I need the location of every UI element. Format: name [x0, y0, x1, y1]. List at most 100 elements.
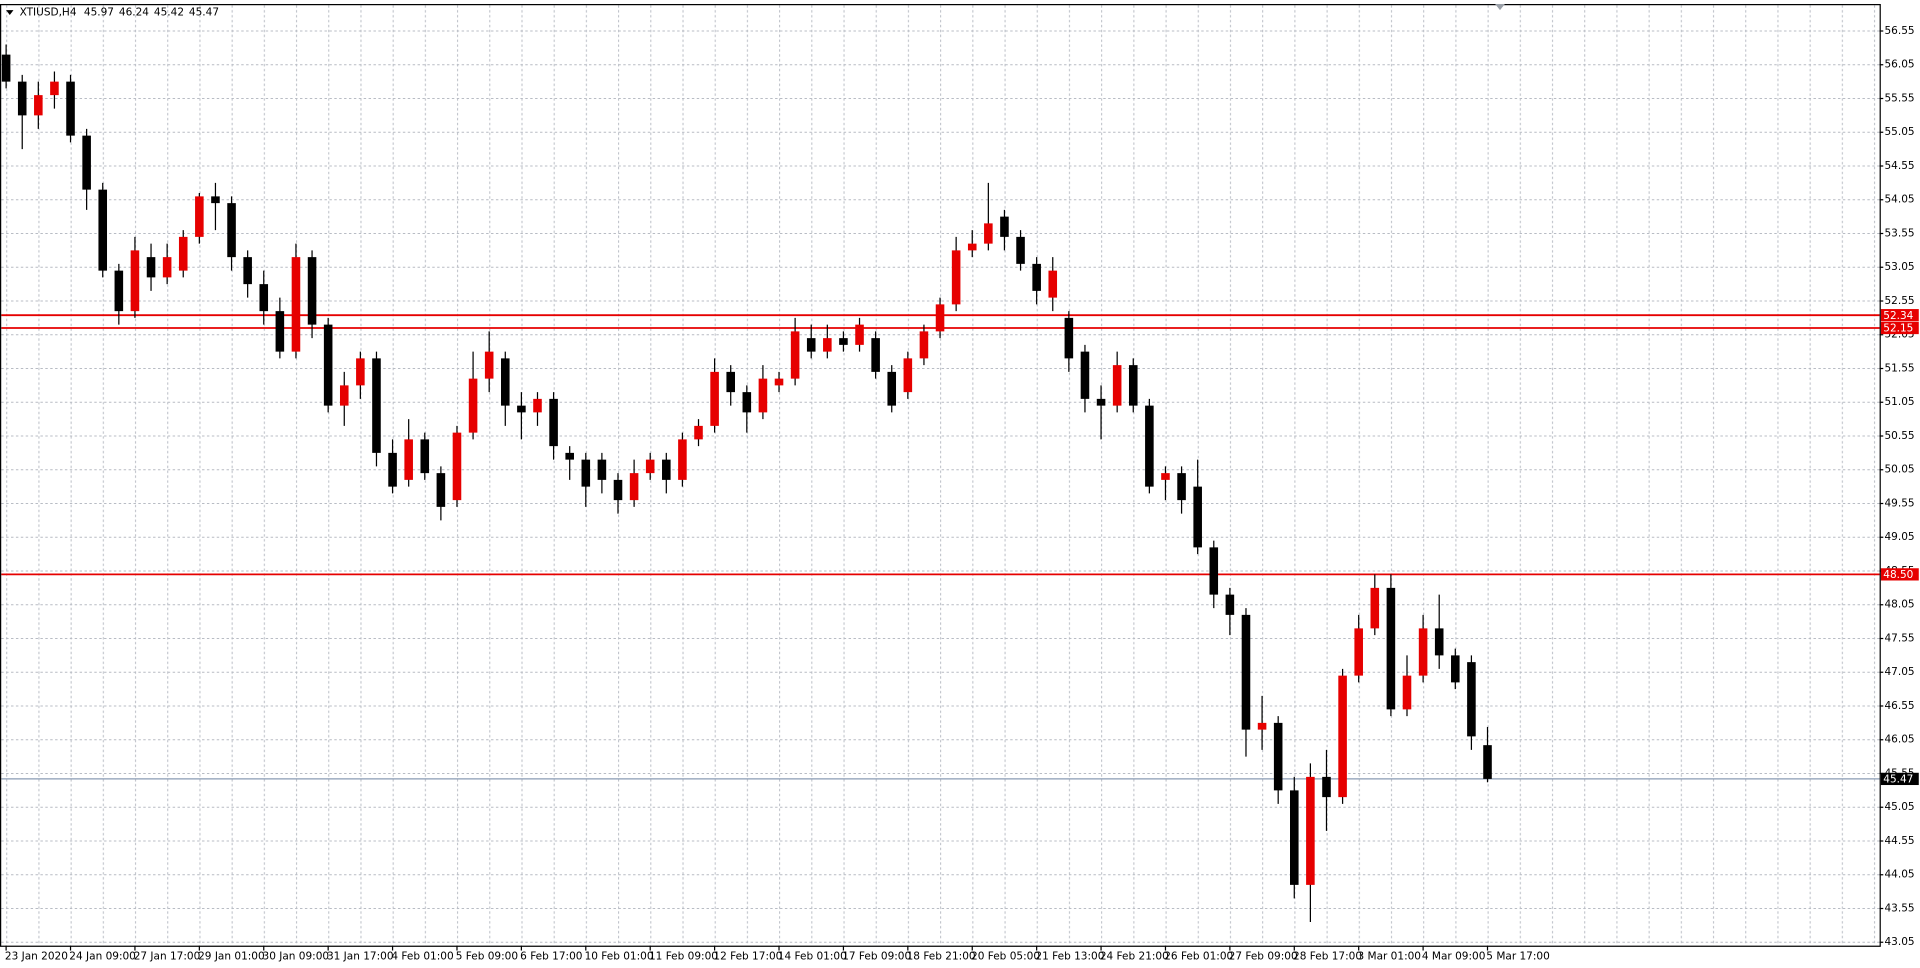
- candle-body: [1467, 662, 1476, 737]
- x-tick-label: 14 Feb 01:00: [778, 951, 847, 963]
- y-tick-label: 56.05: [1884, 59, 1914, 71]
- symbol: XTIUSD,H4: [20, 7, 77, 19]
- x-tick-label: 27 Feb 09:00: [1229, 951, 1298, 963]
- candle-body: [452, 432, 462, 501]
- level-line-label: 48.50: [1883, 569, 1913, 581]
- candle-body: [227, 203, 236, 258]
- candle-body: [356, 358, 365, 386]
- x-tick-label: 24 Jan 09:00: [69, 951, 136, 963]
- candle-body: [1451, 655, 1460, 683]
- x-tick-label: 28 Feb 17:00: [1293, 951, 1362, 963]
- candle-body: [935, 304, 945, 332]
- candle-body: [114, 270, 124, 312]
- candle-body: [1000, 216, 1009, 237]
- y-tick-label: 52.05: [1884, 329, 1914, 341]
- y-tick-label: 55.55: [1884, 93, 1914, 105]
- header-arrow: [6, 10, 14, 16]
- x-tick-label: 23 Jan 2020: [5, 951, 68, 963]
- x-tick-label: 11 Feb 09:00: [649, 951, 718, 963]
- y-tick-label: 52.55: [1884, 295, 1914, 307]
- candle-body: [645, 459, 655, 474]
- candle-body: [1322, 776, 1331, 798]
- x-tick-label: 27 Jan 17:00: [134, 951, 201, 963]
- shift-marker: [1495, 4, 1505, 11]
- candle-body: [1, 54, 11, 82]
- candle-body: [839, 338, 848, 345]
- x-tick-label: 26 Feb 01:00: [1164, 951, 1233, 963]
- x-tick-label: 29 Jan 01:00: [198, 951, 265, 963]
- y-tick-label: 48.05: [1884, 599, 1914, 611]
- candle-body: [1048, 270, 1058, 298]
- y-tick-label: 49.55: [1884, 498, 1914, 510]
- candle-body: [1434, 628, 1444, 656]
- candle-body: [710, 371, 719, 426]
- y-tick-label: 43.55: [1884, 903, 1914, 915]
- candle-body: [1386, 587, 1396, 710]
- level-line-label: 52.15: [1883, 323, 1913, 335]
- candle-body: [1096, 398, 1106, 406]
- x-tick-label: 17 Feb 09:00: [842, 951, 911, 963]
- candle-body: [517, 405, 526, 413]
- candle-body: [1064, 317, 1074, 359]
- x-tick-label: 18 Feb 21:00: [907, 951, 976, 963]
- x-tick-label: 12 Feb 17:00: [713, 951, 782, 963]
- candle-body: [1306, 776, 1315, 885]
- candle-body: [66, 81, 75, 136]
- x-tick-label: 4 Feb 01:00: [391, 951, 453, 963]
- quote-value: 45.42: [154, 7, 184, 19]
- candle-body: [468, 378, 478, 433]
- y-tick-label: 53.05: [1884, 261, 1914, 273]
- y-tick-label: 47.05: [1884, 666, 1914, 678]
- level-line-tag: [1880, 309, 1919, 322]
- candle-body: [887, 371, 897, 406]
- candle-body: [130, 250, 140, 312]
- candle-body: [565, 452, 574, 460]
- plot-border: [0, 4, 1881, 947]
- candle-body: [484, 351, 494, 379]
- candle-body: [243, 257, 252, 285]
- candle-body: [823, 338, 832, 352]
- candle-body: [436, 473, 446, 507]
- candle-body: [211, 196, 220, 204]
- candle-body: [388, 452, 397, 487]
- level-line-label: 52.34: [1883, 310, 1913, 322]
- candle-body: [1338, 675, 1347, 798]
- y-tick-label: 56.55: [1884, 25, 1914, 37]
- candle-body: [162, 257, 172, 278]
- candle-body: [82, 135, 91, 190]
- quote-value: 45.97: [84, 7, 114, 19]
- candle-body: [1177, 473, 1186, 501]
- candle-body: [275, 311, 285, 352]
- candle-body: [1402, 675, 1412, 710]
- candle-body: [533, 398, 542, 413]
- candle-body: [1128, 365, 1138, 406]
- candle-body: [1161, 473, 1170, 480]
- candle-body: [678, 439, 687, 480]
- y-tick-label: 45.05: [1884, 801, 1914, 813]
- candle-body: [871, 338, 880, 372]
- candle-body: [694, 425, 703, 440]
- candle-body: [1032, 263, 1041, 291]
- candle-body: [1080, 351, 1090, 399]
- y-tick-label: 44.55: [1884, 835, 1914, 847]
- x-tick-label: 5 Feb 09:00: [456, 951, 518, 963]
- candle-body: [742, 392, 752, 413]
- candle-body: [629, 473, 639, 501]
- y-tick-label: 43.05: [1884, 936, 1914, 948]
- candle-body: [581, 459, 591, 487]
- x-tick-label: 5 Mar 17:00: [1486, 951, 1550, 963]
- price-label: 45.47: [1883, 774, 1913, 786]
- candle-body: [613, 479, 623, 501]
- candle-body: [146, 257, 156, 278]
- level-line-tag: [1880, 321, 1919, 335]
- quote-value: 46.24: [119, 7, 149, 19]
- candle-body: [195, 196, 204, 237]
- candle-body: [17, 81, 27, 116]
- candle-body: [34, 95, 43, 116]
- candle-body: [291, 257, 301, 352]
- candle-body: [339, 385, 349, 406]
- candle-body: [662, 459, 671, 480]
- x-tick-label: 10 Feb 01:00: [585, 951, 654, 963]
- x-tick-label: 31 Jan 17:00: [327, 951, 394, 963]
